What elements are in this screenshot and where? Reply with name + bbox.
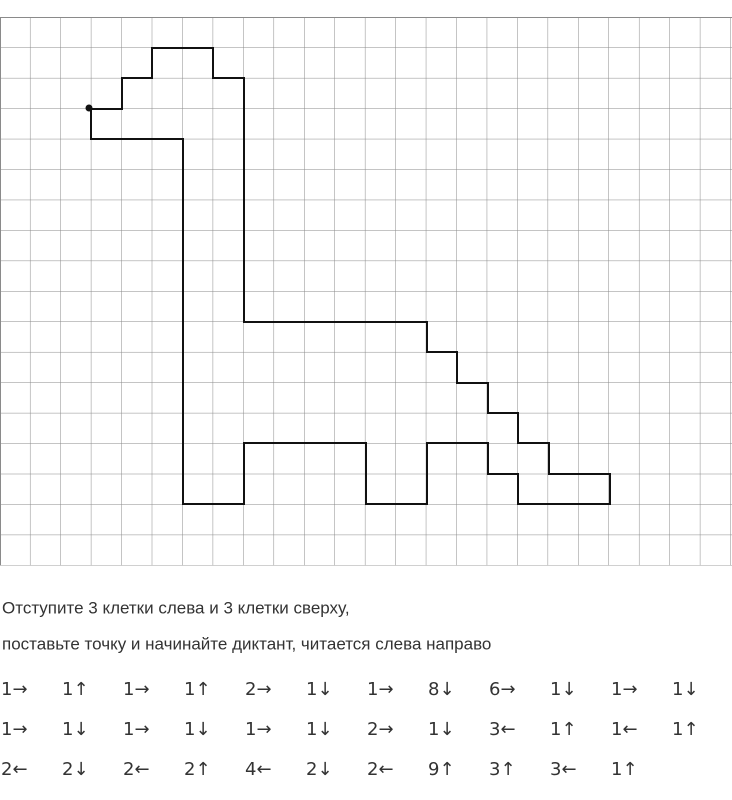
- dictation-step: 1→: [123, 719, 150, 740]
- start-dot: [85, 104, 93, 112]
- dictation-step: 1↑: [672, 719, 699, 740]
- dictation-step: 2↓: [306, 759, 333, 780]
- dictation-step: 2←: [367, 759, 394, 780]
- dictation-step: 1↓: [184, 719, 211, 740]
- dictation-step: 1↑: [611, 759, 638, 780]
- dictation-step: 6→: [489, 679, 516, 700]
- dictation-step: 1↑: [550, 719, 577, 740]
- dictation-step: 1↓: [306, 719, 333, 740]
- dictation-step: 1→: [1, 719, 28, 740]
- dictation-step: 1↓: [550, 679, 577, 700]
- dictation-step: 1↓: [62, 719, 89, 740]
- dictation-step: 3←: [489, 719, 516, 740]
- dictation-step: 1↓: [428, 719, 455, 740]
- dictation-step: 8↓: [428, 679, 455, 700]
- dictation-step: 1→: [367, 679, 394, 700]
- dictation-step: 2←: [1, 759, 28, 780]
- dictation-step: 1↑: [62, 679, 89, 700]
- dictation-step: 2↑: [184, 759, 211, 780]
- dictation-step: 2←: [123, 759, 150, 780]
- dictation-step: 2↓: [62, 759, 89, 780]
- dictation-step: 3↑: [489, 759, 516, 780]
- dictation-step: 4←: [245, 759, 272, 780]
- dictation-step: 1↑: [184, 679, 211, 700]
- dictation-step: 1→: [611, 679, 638, 700]
- dictation-step: 3←: [550, 759, 577, 780]
- dictation-step: 1→: [245, 719, 272, 740]
- figure-outline: [90, 47, 611, 505]
- dictation-step: 9↑: [428, 759, 455, 780]
- instruction: Отступите 3 клетки слева и 3 клетки свер…: [2, 598, 350, 617]
- instruction: поставьте точку и начинайте диктант, чит…: [2, 634, 491, 653]
- dictation-step: 2→: [367, 719, 394, 740]
- dictation-step: 2→: [245, 679, 272, 700]
- dictation-step: 1←: [611, 719, 638, 740]
- dictation-step: 1↓: [306, 679, 333, 700]
- dictation-step: 1↓: [672, 679, 699, 700]
- dictation-step: 1→: [1, 679, 28, 700]
- dictation-step: 1→: [123, 679, 150, 700]
